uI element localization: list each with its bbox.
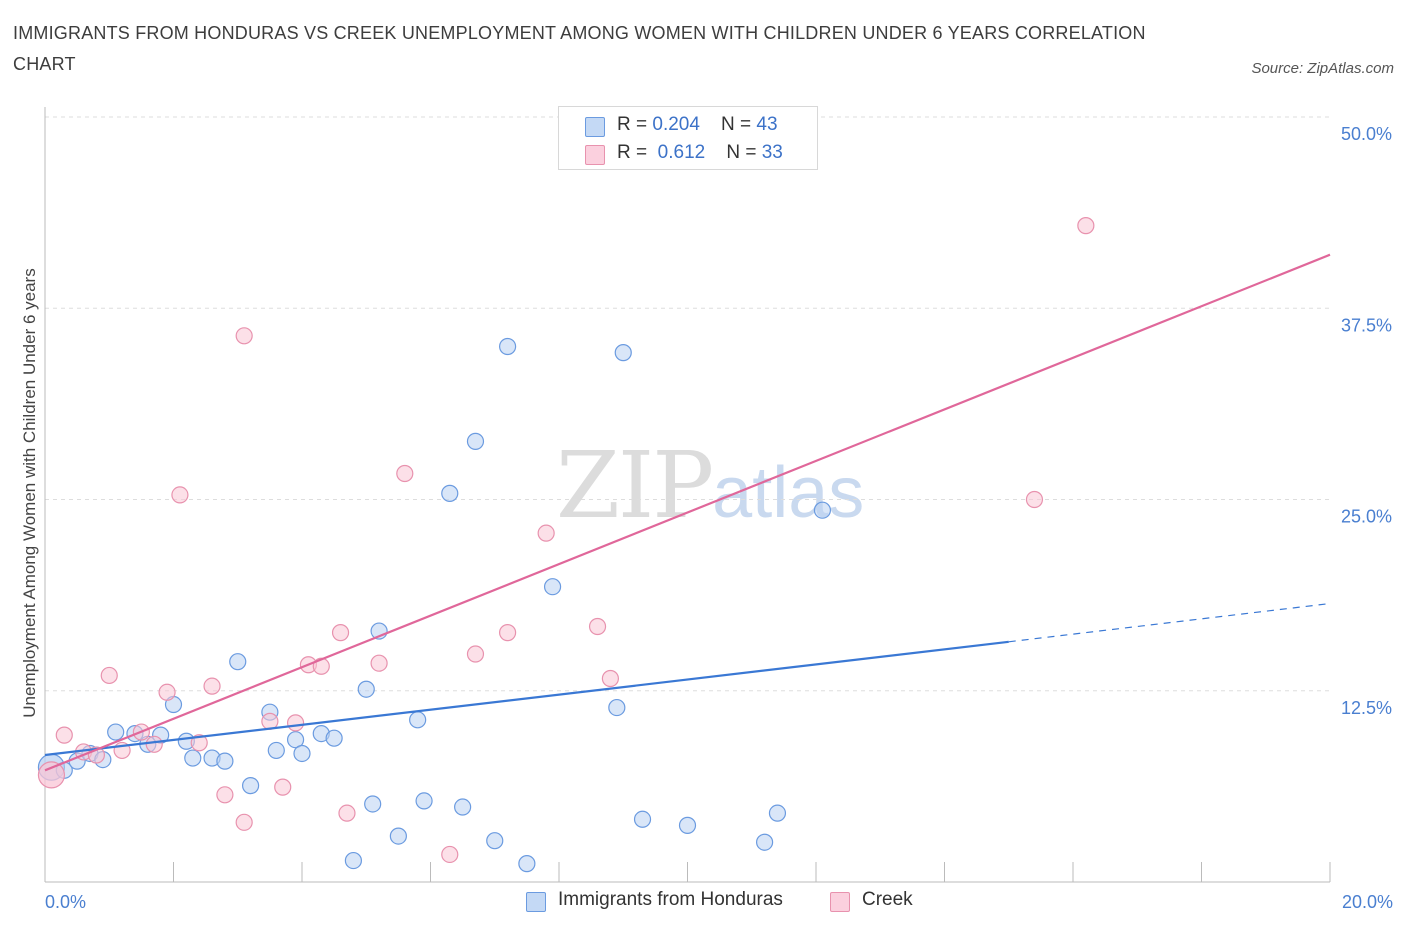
creek-point — [588, 617, 607, 636]
honduras-point — [813, 501, 832, 519]
honduras-point — [543, 578, 562, 596]
honduras-point — [325, 729, 343, 747]
honduras-point — [415, 792, 433, 810]
honduras-point — [678, 816, 697, 834]
legend-swatch-blue — [585, 117, 605, 137]
bottom-legend-swatch-pink — [830, 892, 850, 912]
honduras-point — [608, 698, 626, 717]
legend-n-label: N = — [721, 114, 757, 135]
creek-point — [235, 813, 253, 831]
honduras-point — [107, 723, 125, 741]
creek-point — [338, 804, 356, 822]
honduras-point — [344, 851, 362, 870]
x-tick-label: 20.0% — [1342, 892, 1393, 912]
creek-trend-line — [44, 253, 1331, 772]
y-tick-label: 37.5% — [1341, 315, 1392, 335]
y-tick-label: 25.0% — [1341, 507, 1392, 527]
creek-point — [370, 654, 388, 672]
honduras-point — [454, 798, 472, 816]
legend-n-label: N = — [726, 142, 762, 163]
creek-point — [235, 327, 253, 345]
creek-point — [216, 786, 234, 804]
creek-point — [1025, 490, 1044, 509]
creek-point — [331, 624, 350, 642]
creek-point — [537, 524, 555, 542]
creek-point — [171, 486, 189, 504]
source-label: Source: ZipAtlas.com — [1251, 60, 1394, 77]
legend-swatch-pink — [585, 145, 605, 165]
creek-point — [396, 464, 414, 483]
creek-point — [158, 683, 176, 701]
x-tick-label: 0.0% — [45, 892, 86, 912]
y-tick-label: 50.0% — [1341, 124, 1392, 144]
legend-r-label: R = — [617, 142, 653, 163]
honduras-point — [518, 855, 536, 873]
creek-point — [100, 666, 118, 685]
creek-point — [37, 761, 66, 789]
honduras-point — [216, 752, 234, 770]
legend-r-value: 0.204 — [652, 114, 700, 135]
axes — [44, 107, 1331, 883]
bottom-legend-swatch-blue — [526, 892, 546, 912]
creek-point — [145, 735, 163, 753]
honduras-point — [389, 827, 407, 845]
creek-point — [499, 624, 517, 642]
legend-n-value: 43 — [756, 114, 778, 135]
honduras-point — [755, 833, 774, 851]
honduras-trend-extension — [1008, 602, 1331, 643]
creek-point — [441, 845, 459, 864]
creek-point — [274, 778, 292, 796]
legend-n-value: 33 — [761, 142, 783, 163]
honduras-trend-line — [44, 640, 1009, 757]
trend-lines — [44, 253, 1331, 772]
bottom-legend-label: Creek — [862, 889, 913, 910]
creek-point — [190, 734, 208, 752]
data-points — [37, 108, 1095, 873]
honduras-point — [486, 832, 504, 850]
grid-lines — [45, 116, 1330, 692]
honduras-point — [499, 337, 517, 356]
creek-point — [55, 726, 73, 744]
honduras-point — [633, 810, 652, 828]
honduras-point — [184, 749, 202, 767]
creek-point — [286, 714, 305, 732]
y-tick-label: 12.5% — [1341, 698, 1392, 718]
honduras-point — [364, 795, 382, 813]
watermark-zip: ZIP — [556, 432, 714, 539]
honduras-point — [229, 653, 247, 671]
honduras-point — [242, 777, 260, 795]
honduras-point — [614, 344, 632, 362]
honduras-point — [267, 741, 285, 760]
honduras-point — [466, 432, 485, 450]
bottom-legend-label: Immigrants from Honduras — [558, 889, 783, 910]
legend-r-value: 0.612 — [657, 142, 706, 163]
honduras-point — [409, 711, 427, 729]
tick-labels: 12.5% 25.0% 37.5% 50.0% 0.0% 20.0% — [45, 124, 1393, 912]
honduras-point — [357, 680, 375, 698]
honduras-point — [286, 731, 305, 749]
creek-point — [466, 645, 485, 663]
chart-title: IMMIGRANTS FROM HONDURAS VS CREEK UNEMPL… — [13, 23, 1146, 74]
correlation-legend: R = 0.204 N = 43 R = 0.612 N = 33 — [558, 106, 818, 170]
honduras-point — [768, 804, 787, 822]
honduras-point — [293, 744, 311, 763]
creek-point — [601, 669, 620, 688]
legend-r-label: R = — [617, 114, 653, 135]
honduras-point — [441, 484, 459, 502]
creek-point — [1077, 217, 1095, 235]
creek-point — [203, 677, 221, 695]
